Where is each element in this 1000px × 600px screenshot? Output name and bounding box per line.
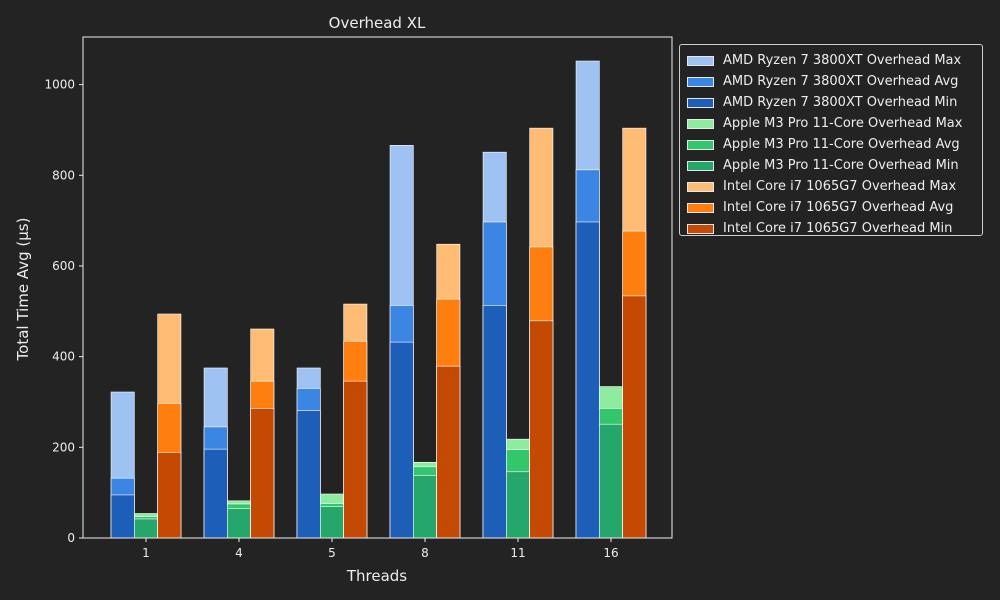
bar-amd-ryzen-7-3800xt-min-4 xyxy=(203,448,228,539)
legend-swatch xyxy=(687,160,714,171)
legend-item: Apple M3 Pro 11-Core Overhead Min xyxy=(687,155,982,176)
bar-apple-m3-pro-11-core-min-5 xyxy=(320,506,344,539)
y-tick-label: 200 xyxy=(52,440,75,454)
y-tick-label: 0 xyxy=(67,531,75,545)
bar-apple-m3-pro-11-core-min-4 xyxy=(227,508,251,539)
chart-legend: AMD Ryzen 7 3800XT Overhead Max AMD Ryzen… xyxy=(679,44,983,236)
x-tick-label: 11 xyxy=(510,546,525,560)
legend-label: Apple M3 Pro 11-Core Overhead Avg xyxy=(723,137,960,152)
bar-intel-core-i7-1065g7-min-11 xyxy=(529,320,554,539)
legend-item: AMD Ryzen 7 3800XT Overhead Avg xyxy=(687,71,982,92)
bar-apple-m3-pro-11-core-min-8 xyxy=(413,475,437,539)
legend-label: Apple M3 Pro 11-Core Overhead Min xyxy=(723,158,959,173)
bar-intel-core-i7-1065g7-min-1 xyxy=(157,452,182,539)
legend-swatch xyxy=(687,97,714,108)
chart-title: Overhead XL xyxy=(329,14,426,32)
bar-amd-ryzen-7-3800xt-min-1 xyxy=(110,494,135,539)
legend-label: Intel Core i7 1065G7 Overhead Max xyxy=(723,179,957,194)
x-tick-label: 16 xyxy=(603,546,618,560)
legend-item: Apple M3 Pro 11-Core Overhead Avg xyxy=(687,134,982,155)
bar-amd-ryzen-7-3800xt-min-8 xyxy=(389,341,414,539)
legend-swatch xyxy=(687,76,714,87)
x-axis-label: Threads xyxy=(346,567,407,585)
bar-amd-ryzen-7-3800xt-min-11 xyxy=(482,305,507,539)
x-tick-label: 5 xyxy=(328,546,336,560)
bar-apple-m3-pro-11-core-min-1 xyxy=(134,518,158,539)
legend-swatch xyxy=(687,202,714,213)
legend-swatch xyxy=(687,55,714,66)
x-tick-label: 4 xyxy=(235,546,243,560)
legend-label: AMD Ryzen 7 3800XT Overhead Min xyxy=(723,95,958,110)
x-tick-label: 8 xyxy=(421,546,429,560)
bar-amd-ryzen-7-3800xt-min-5 xyxy=(296,410,321,539)
legend-item: Apple M3 Pro 11-Core Overhead Max xyxy=(687,113,982,134)
legend-item: Intel Core i7 1065G7 Overhead Min xyxy=(687,218,982,239)
legend-swatch xyxy=(687,118,714,129)
y-tick-label: 1000 xyxy=(44,78,75,92)
legend-item: Intel Core i7 1065G7 Overhead Max xyxy=(687,176,982,197)
bar-intel-core-i7-1065g7-min-5 xyxy=(343,380,368,539)
y-axis-label: Total Time Avg (µs) xyxy=(14,218,32,362)
bars-layer xyxy=(110,60,647,539)
bar-apple-m3-pro-11-core-min-11 xyxy=(506,471,530,539)
axes-layer: 1 4 5 8 11 16 0 200 400 600 800 1000 xyxy=(44,36,673,560)
legend-label: AMD Ryzen 7 3800XT Overhead Avg xyxy=(723,74,959,89)
legend-item: AMD Ryzen 7 3800XT Overhead Min xyxy=(687,92,982,113)
plot-frame xyxy=(82,36,673,539)
y-tick-label: 800 xyxy=(52,168,75,182)
legend-label: AMD Ryzen 7 3800XT Overhead Max xyxy=(723,53,962,68)
legend-swatch xyxy=(687,223,714,234)
legend-label: Intel Core i7 1065G7 Overhead Avg xyxy=(723,200,954,215)
y-tick-label: 400 xyxy=(52,350,75,364)
bar-intel-core-i7-1065g7-min-16 xyxy=(622,295,647,539)
legend-item: AMD Ryzen 7 3800XT Overhead Max xyxy=(687,50,982,71)
legend-item: Intel Core i7 1065G7 Overhead Avg xyxy=(687,197,982,218)
legend-swatch xyxy=(687,181,714,192)
bar-intel-core-i7-1065g7-min-8 xyxy=(436,365,461,539)
bar-apple-m3-pro-11-core-min-16 xyxy=(599,423,623,539)
bar-intel-core-i7-1065g7-min-4 xyxy=(250,408,275,539)
legend-label: Apple M3 Pro 11-Core Overhead Max xyxy=(723,116,963,131)
legend-swatch xyxy=(687,139,714,150)
bar-amd-ryzen-7-3800xt-min-16 xyxy=(575,221,600,539)
legend-label: Intel Core i7 1065G7 Overhead Min xyxy=(723,221,953,236)
x-tick-label: 1 xyxy=(142,546,150,560)
y-tick-label: 600 xyxy=(52,259,75,273)
